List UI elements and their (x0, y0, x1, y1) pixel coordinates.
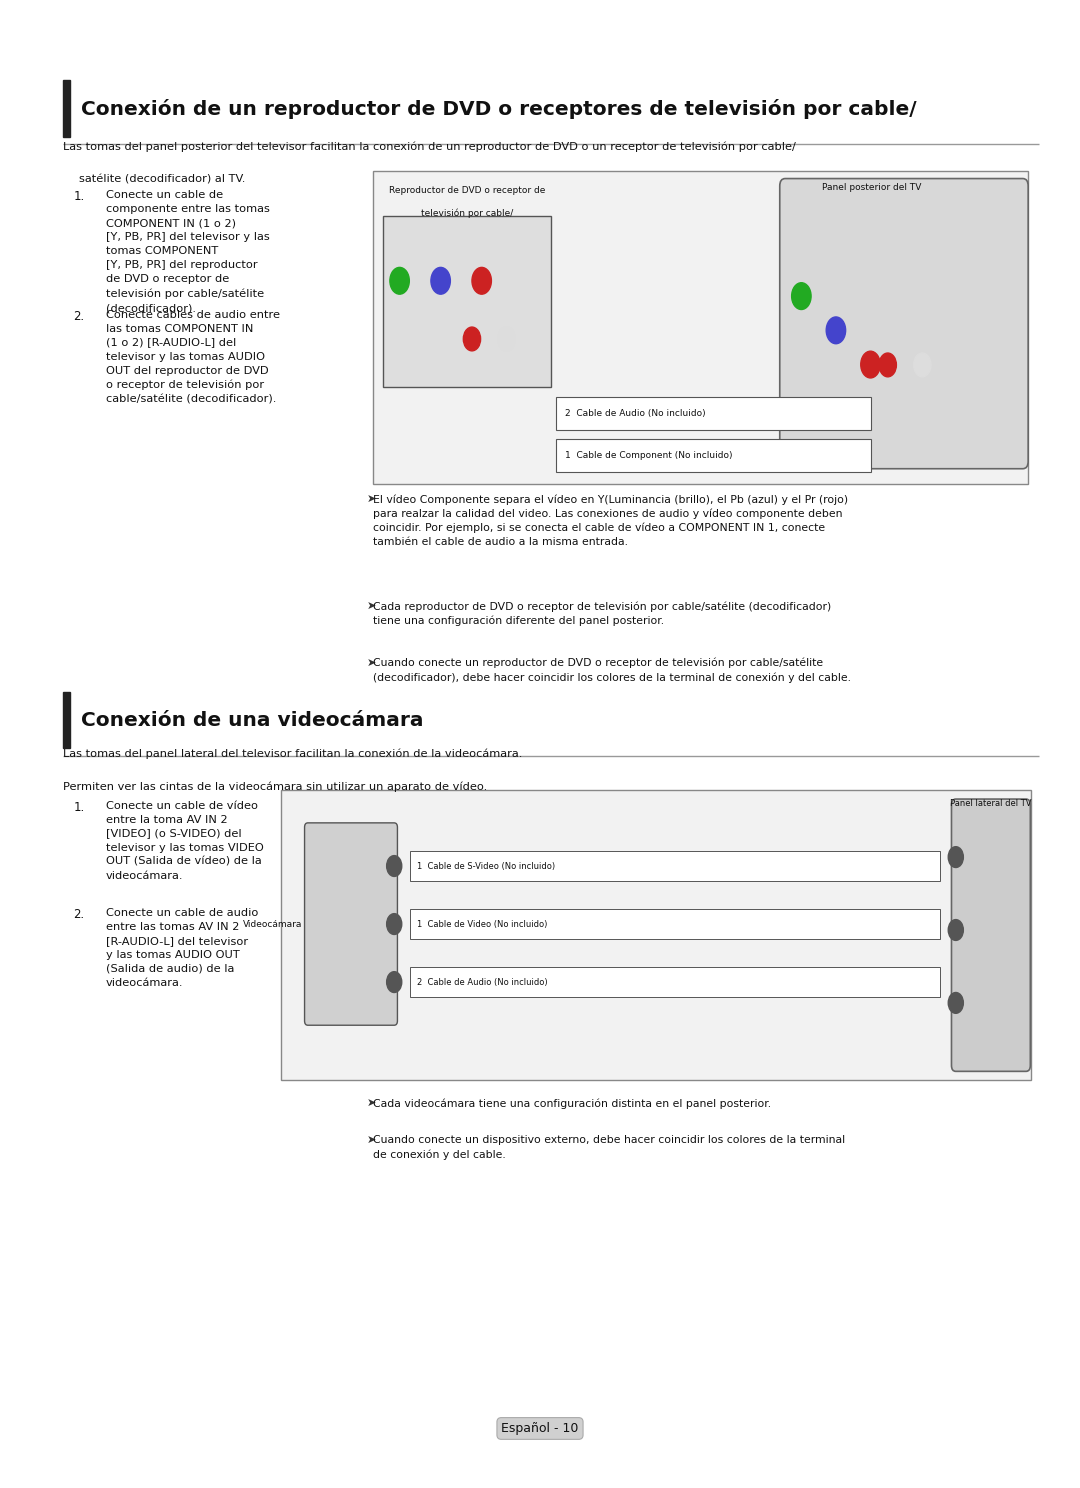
Text: ➤: ➤ (367, 1098, 377, 1109)
Circle shape (463, 327, 481, 351)
Text: ➤: ➤ (367, 601, 377, 612)
Circle shape (387, 972, 402, 992)
Bar (410, 967, 940, 997)
Circle shape (948, 847, 963, 868)
Text: 2  Cable de Audio (No incluido): 2 Cable de Audio (No incluido) (417, 978, 548, 987)
Text: 1.: 1. (73, 801, 84, 814)
Text: Cada reproductor de DVD o receptor de televisión por cable/satélite (decodificad: Cada reproductor de DVD o receptor de te… (373, 601, 831, 626)
Circle shape (914, 353, 931, 376)
Bar (281, 790, 1031, 1080)
Text: Las tomas del panel posterior del televisor facilitan la conexión de un reproduc: Las tomas del panel posterior del televi… (63, 141, 796, 152)
Text: ➤: ➤ (367, 658, 377, 668)
Bar (63, 692, 70, 748)
Text: Permiten ver las cintas de la videocámara sin utilizar un aparato de vídeo.: Permiten ver las cintas de la videocámar… (63, 781, 487, 792)
FancyBboxPatch shape (780, 179, 1028, 469)
Text: Conecte cables de audio entre
las tomas COMPONENT IN
(1 o 2) [R-AUDIO-L] del
tel: Conecte cables de audio entre las tomas … (106, 310, 280, 405)
Circle shape (387, 856, 402, 876)
Text: Cada videocámara tiene una configuración distinta en el panel posterior.: Cada videocámara tiene una configuración… (373, 1098, 771, 1109)
Circle shape (948, 920, 963, 940)
Text: Conecte un cable de audio
entre las tomas AV IN 2
[R-AUDIO-L] del televisor
y la: Conecte un cable de audio entre las toma… (106, 908, 258, 988)
Circle shape (948, 992, 963, 1013)
Bar (373, 171, 1028, 484)
Text: 1  Cable de Video (No incluido): 1 Cable de Video (No incluido) (417, 920, 548, 929)
Text: 2.: 2. (73, 310, 84, 323)
Bar (63, 80, 70, 137)
Text: Conecte un cable de
componente entre las tomas
COMPONENT IN (1 o 2)
[Y, PB, PR] : Conecte un cable de componente entre las… (106, 190, 270, 312)
Text: Reproductor de DVD o receptor de: Reproductor de DVD o receptor de (389, 186, 545, 195)
Text: Videocámara: Videocámara (243, 920, 302, 929)
Text: Conexión de un reproductor de DVD o receptores de televisión por cable/: Conexión de un reproductor de DVD o rece… (81, 98, 917, 119)
Text: Panel posterior del TV: Panel posterior del TV (822, 183, 921, 192)
Bar (556, 397, 870, 430)
Text: ➤: ➤ (367, 1135, 377, 1146)
Text: 1  Cable de S-Video (No incluido): 1 Cable de S-Video (No incluido) (417, 862, 555, 870)
Circle shape (472, 268, 491, 295)
Text: 1.: 1. (73, 190, 84, 204)
Bar (383, 216, 551, 387)
Bar (410, 851, 940, 881)
Text: Conecte un cable de vídeo
entre la toma AV IN 2
[VIDEO] (o S-VIDEO) del
televiso: Conecte un cable de vídeo entre la toma … (106, 801, 264, 881)
Circle shape (431, 268, 450, 295)
Text: Las tomas del panel lateral del televisor facilitan la conexión de la videocámar: Las tomas del panel lateral del televiso… (63, 748, 522, 759)
Text: satélite (decodificador) al TV.: satélite (decodificador) al TV. (79, 174, 245, 185)
Text: Español - 10: Español - 10 (501, 1423, 579, 1434)
Text: ➤: ➤ (367, 494, 377, 504)
Text: 1  Cable de Component (No incluido): 1 Cable de Component (No incluido) (565, 451, 732, 460)
Circle shape (861, 351, 880, 378)
Circle shape (879, 353, 896, 376)
Circle shape (390, 268, 409, 295)
Bar (410, 909, 940, 939)
Circle shape (792, 283, 811, 310)
Text: Cuando conecte un dispositivo externo, debe hacer coincidir los colores de la te: Cuando conecte un dispositivo externo, d… (373, 1135, 845, 1159)
Circle shape (498, 327, 515, 351)
Circle shape (826, 317, 846, 344)
Text: Conexión de una videocámara: Conexión de una videocámara (81, 711, 423, 729)
FancyBboxPatch shape (305, 823, 397, 1025)
Bar (556, 439, 870, 472)
Circle shape (387, 914, 402, 934)
Text: El vídeo Componente separa el vídeo en Y(Luminancia (brillo), el Pb (azul) y el : El vídeo Componente separa el vídeo en Y… (373, 494, 848, 546)
Text: Panel lateral del TV: Panel lateral del TV (950, 799, 1031, 808)
FancyBboxPatch shape (951, 799, 1030, 1071)
Text: Cuando conecte un reproductor de DVD o receptor de televisión por cable/satélite: Cuando conecte un reproductor de DVD o r… (373, 658, 851, 683)
Text: 2.: 2. (73, 908, 84, 921)
Text: 2  Cable de Audio (No incluido): 2 Cable de Audio (No incluido) (565, 409, 705, 418)
Text: televisión por cable/: televisión por cable/ (421, 208, 513, 217)
